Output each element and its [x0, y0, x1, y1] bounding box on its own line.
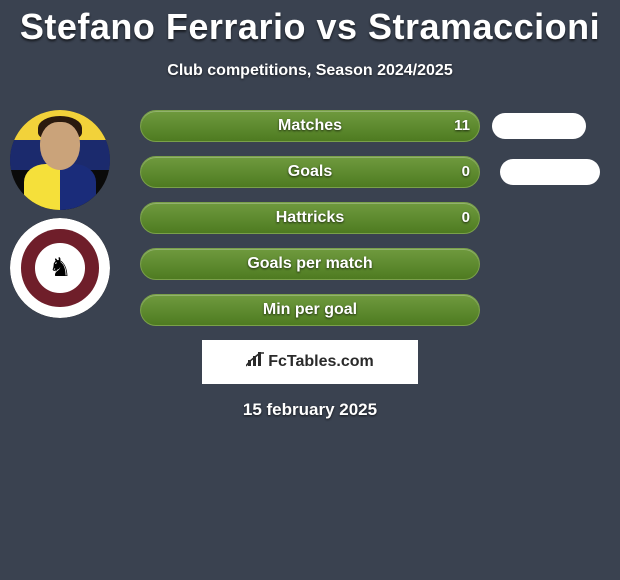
comparison-panel: ♞ Matches11Goals0Hattricks0Goals per mat…	[0, 110, 620, 326]
source-badge-text: FcTables.com	[268, 353, 374, 371]
stat-value: 0	[462, 156, 470, 188]
stat-value: 0	[462, 202, 470, 234]
stat-row: Matches11	[140, 110, 480, 142]
stat-bars: Matches11Goals0Hattricks0Goals per match…	[140, 110, 480, 326]
stat-value: 11	[454, 110, 470, 142]
player1-avatar	[10, 110, 110, 210]
stat-label: Goals	[140, 156, 480, 188]
chart-icon	[246, 352, 266, 373]
stat-label: Goals per match	[140, 248, 480, 280]
right-pill-1	[492, 113, 586, 139]
stat-label: Min per goal	[140, 294, 480, 326]
stat-label: Matches	[140, 110, 480, 142]
player2-crest: ♞	[10, 218, 110, 318]
stat-row: Min per goal	[140, 294, 480, 326]
crest-icon: ♞	[35, 243, 84, 292]
page-title: Stefano Ferrario vs Stramaccioni	[0, 0, 620, 48]
player-photo-placeholder	[10, 110, 110, 210]
stat-row: Goals0	[140, 156, 480, 188]
stat-label: Hattricks	[140, 202, 480, 234]
subtitle: Club competitions, Season 2024/2025	[0, 62, 620, 80]
stat-row: Goals per match	[140, 248, 480, 280]
stat-row: Hattricks0	[140, 202, 480, 234]
right-pill-2	[500, 159, 600, 185]
date-text: 15 february 2025	[0, 400, 620, 420]
source-badge: FcTables.com	[202, 340, 418, 384]
